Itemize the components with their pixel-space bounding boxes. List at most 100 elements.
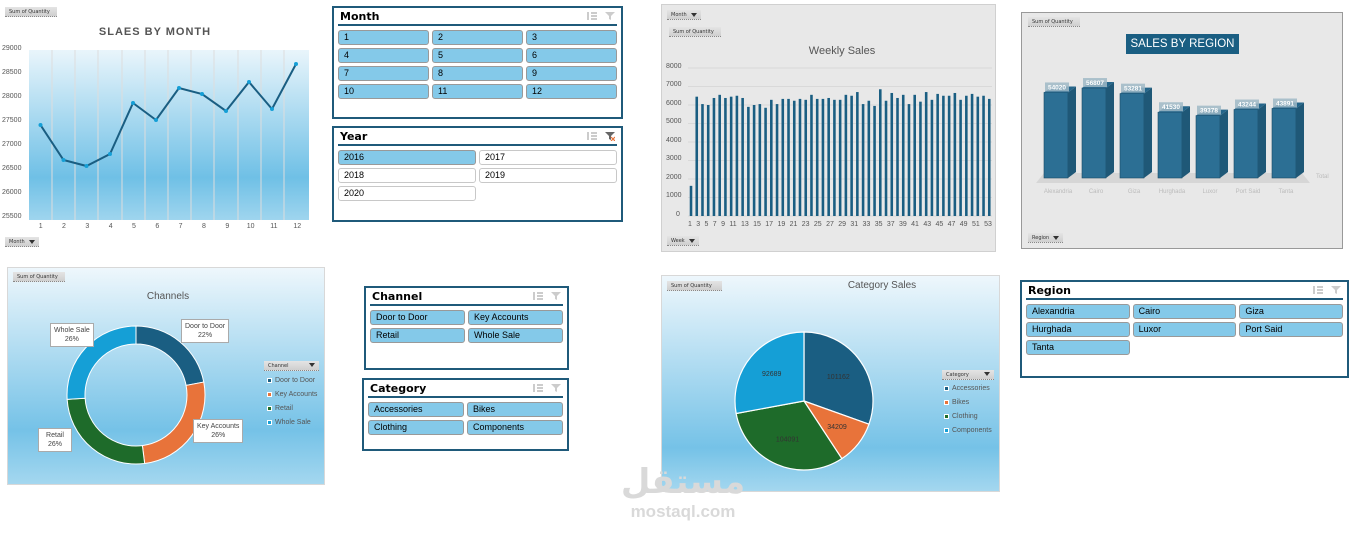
svg-text:Cairo: Cairo [1089, 189, 1104, 195]
region-item-alexandria[interactable]: Alexandria [1026, 304, 1130, 319]
region-slicer: Region Alexandria Cairo Giza Hurghada Lu… [1020, 280, 1349, 378]
region-item-port-said[interactable]: Port Said [1239, 322, 1343, 337]
month-item-10[interactable]: 10 [338, 84, 429, 99]
chart-title: Channels [146, 291, 190, 302]
sum-of-quantity-field-button[interactable]: Sum of Quantity [13, 272, 65, 282]
year-item-2018[interactable]: 2018 [338, 168, 476, 183]
channel-slicer: Channel Door to Door Key Accounts Retail… [364, 286, 569, 370]
line-plot-area [29, 50, 309, 220]
3d-column-plot-area: 54020 Alexandria 56807 Cairo 53281 Giza 41530 H… [1036, 78, 1329, 195]
region-item-cairo[interactable]: Cairo [1132, 304, 1237, 319]
bar-plot-area [688, 67, 992, 217]
month-item-8[interactable]: 8 [432, 66, 523, 81]
year-slicer: Year 2016 2017 2018 2019 2020 [332, 126, 623, 222]
month-item-3[interactable]: 3 [526, 30, 617, 45]
y-axis: 29000 28500 28000 27500 27000 26500 2600… [2, 45, 22, 220]
channel-legend: Door to Door Key Accounts Retail Whole S… [267, 373, 317, 429]
slicer-title: Category [370, 382, 427, 395]
slicer-header: Month [338, 8, 617, 26]
legend-item: Retail [267, 401, 317, 415]
clear-filter-icon[interactable] [1331, 285, 1341, 295]
channel-item-whole-sale[interactable]: Whole Sale [468, 328, 563, 343]
multi-select-icon[interactable] [587, 11, 597, 21]
category-legend-button[interactable]: Category [942, 370, 994, 380]
channels-chart[interactable]: Sum of Quantity Channels Door to Door 22%… [7, 267, 325, 485]
legend-item: Accessories [944, 381, 992, 395]
month-slicer: Month 1 2 3 4 5 6 7 8 9 10 11 12 [332, 6, 623, 119]
region-item-giza[interactable]: Giza [1239, 304, 1343, 319]
month-item-4[interactable]: 4 [338, 48, 429, 63]
week-axis-button[interactable]: Week [667, 236, 699, 246]
region-chart[interactable]: Sum of Quantity SALES BY REGION 54020 Ale… [1021, 12, 1343, 249]
multi-select-icon[interactable] [587, 131, 597, 141]
svg-text:Luxor: Luxor [1202, 189, 1217, 195]
legend-item: Bikes [944, 395, 992, 409]
x-axis: 1 3 5 7 9 11 13 15 17 19 21 23 25 27 29 … [688, 221, 992, 228]
watermark-latin: mostaql.com [630, 502, 736, 521]
svg-text:43891: 43891 [1276, 101, 1294, 108]
legend-item: Clothing [944, 409, 992, 423]
month-item-9[interactable]: 9 [526, 66, 617, 81]
callout-retail: Retail 26% [38, 428, 72, 452]
clear-filter-icon[interactable] [605, 131, 615, 141]
multi-select-icon[interactable] [533, 383, 543, 393]
weekly-chart[interactable]: Month Sum of Quantity Weekly Sales 8000 … [661, 4, 996, 252]
svg-text:Alexandria: Alexandria [1044, 189, 1073, 195]
region-item-luxor[interactable]: Luxor [1132, 322, 1237, 337]
channel-legend-button[interactable]: Channel [264, 361, 319, 371]
slicer-title: Year [340, 130, 368, 143]
svg-text:Hurghada: Hurghada [1159, 189, 1186, 195]
legend-item: Components [944, 423, 992, 437]
sum-of-quantity-field-button[interactable]: Sum of Quantity [669, 27, 721, 37]
month-item-7[interactable]: 7 [338, 66, 429, 81]
clear-filter-icon[interactable] [605, 11, 615, 21]
month-item-11[interactable]: 11 [432, 84, 523, 99]
svg-text:Port Said: Port Said [1236, 189, 1261, 195]
month-axis-button[interactable]: Month [5, 237, 39, 247]
dropdown-arrow-icon [28, 239, 35, 244]
channel-item-retail[interactable]: Retail [370, 328, 465, 343]
category-item-bikes[interactable]: Bikes [467, 402, 563, 417]
year-item-2017[interactable]: 2017 [479, 150, 617, 165]
month-item-6[interactable]: 6 [526, 48, 617, 63]
clear-filter-icon[interactable] [551, 383, 561, 393]
year-item-2016[interactable]: 2016 [338, 150, 476, 165]
dropdown-arrow-icon [690, 12, 697, 17]
svg-text:34209: 34209 [827, 424, 847, 431]
dropdown-arrow-icon [309, 363, 315, 367]
multi-select-icon[interactable] [1313, 285, 1323, 295]
month-item-2[interactable]: 2 [432, 30, 523, 45]
category-item-clothing[interactable]: Clothing [368, 420, 464, 435]
legend-item: Key Accounts [267, 387, 317, 401]
year-item-2020[interactable]: 2020 [338, 186, 476, 201]
category-item-components[interactable]: Components [467, 420, 563, 435]
monthly-chart[interactable]: Sum of Quantity SLAES BY MONTH 29000 285… [0, 0, 320, 250]
category-slicer: Category Accessories Bikes Clothing Comp… [362, 378, 569, 451]
multi-select-icon[interactable] [533, 291, 543, 301]
region-item-tanta[interactable]: Tanta [1026, 340, 1130, 355]
region-item-hurghada[interactable]: Hurghada [1026, 322, 1130, 337]
sum-of-quantity-field-button[interactable]: Sum of Quantity [667, 281, 722, 291]
sum-of-quantity-field-button[interactable]: Sum of Quantity [5, 7, 57, 17]
legend-item: Whole Sale [267, 415, 317, 429]
year-item-2019[interactable]: 2019 [479, 168, 617, 183]
region-axis-button[interactable]: Region [1028, 233, 1064, 243]
month-item-1[interactable]: 1 [338, 30, 429, 45]
clear-filter-icon[interactable] [551, 291, 561, 301]
svg-text:Giza: Giza [1128, 189, 1141, 195]
month-filter-button[interactable]: Month [667, 10, 701, 20]
month-item-5[interactable]: 5 [432, 48, 523, 63]
category-item-accessories[interactable]: Accessories [368, 402, 464, 417]
chart-title: SALES BY REGION [1126, 34, 1239, 54]
x-axis: 1 2 3 4 5 6 7 8 9 10 11 12 [38, 223, 302, 230]
slicer-title: Month [340, 10, 380, 23]
category-chart[interactable]: Sum of Quantity Category Sales 101162 342… [661, 275, 1000, 492]
channel-item-door-to-door[interactable]: Door to Door [370, 310, 465, 325]
channel-item-key-accounts[interactable]: Key Accounts [468, 310, 563, 325]
slicer-title: Channel [372, 290, 423, 303]
month-item-12[interactable]: 12 [526, 84, 617, 99]
chart-title: Weekly Sales [808, 45, 876, 57]
sum-of-quantity-field-button[interactable]: Sum of Quantity [1028, 17, 1080, 27]
svg-text:43244: 43244 [1238, 102, 1256, 109]
svg-text:56807: 56807 [1086, 80, 1104, 87]
